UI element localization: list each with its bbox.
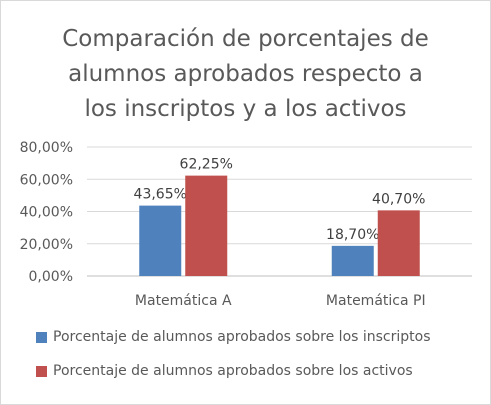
chart-title: Comparación de porcentajes de alumnos ap… <box>10 22 481 127</box>
legend-item-inscriptos: Porcentaje de alumnos aprobados sobre lo… <box>36 327 431 347</box>
bar <box>185 175 228 276</box>
data-label: 62,25% <box>180 157 233 173</box>
legend-item-activos: Porcentaje de alumnos aprobados sobre lo… <box>36 361 431 381</box>
data-label: 18,70% <box>326 227 379 243</box>
chart-title-line-3: los inscriptos y a los activos <box>84 96 407 122</box>
bar <box>139 205 182 276</box>
y-tick-label: 0,00% <box>29 269 73 285</box>
bar <box>377 210 420 276</box>
y-tick-label: 60,00% <box>20 172 73 188</box>
bar <box>331 245 374 276</box>
legend-swatch-inscriptos <box>36 331 47 343</box>
x-tick-label: Matemática A <box>135 293 232 309</box>
legend-label-activos: Porcentaje de alumnos aprobados sobre lo… <box>53 363 413 379</box>
y-tick-label: 20,00% <box>20 237 73 253</box>
data-label: 43,65% <box>134 187 187 203</box>
legend-label-inscriptos: Porcentaje de alumnos aprobados sobre lo… <box>53 329 431 345</box>
chart-title-line-2: alumnos aprobados respecto a <box>68 61 423 87</box>
data-label: 40,70% <box>372 191 425 207</box>
legend: Porcentaje de alumnos aprobados sobre lo… <box>36 327 431 395</box>
y-tick-label: 40,00% <box>20 205 73 221</box>
y-tick-label: 80,00% <box>20 140 73 156</box>
chart-title-line-1: Comparación de porcentajes de <box>62 26 429 52</box>
x-tick-label: Matemática PI <box>326 293 426 309</box>
legend-swatch-activos <box>36 365 47 377</box>
